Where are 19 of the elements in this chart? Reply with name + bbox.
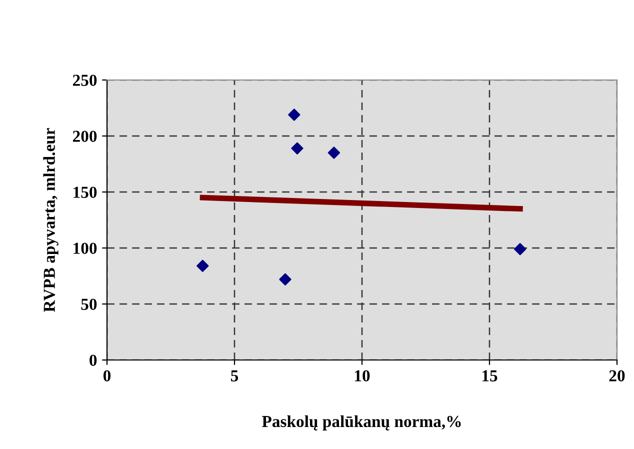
y-tick-label: 100	[74, 242, 97, 254]
x-tick-label: 15	[482, 370, 498, 382]
point	[514, 243, 526, 256]
point	[328, 146, 340, 159]
x-tick-label: 10	[355, 370, 370, 382]
x-tick-label: 5	[231, 370, 238, 382]
point	[291, 142, 304, 154]
x-axis-title: Paskolų palūkanų norma,%	[262, 415, 461, 431]
x-tick-label: 0	[103, 370, 111, 382]
point	[196, 260, 209, 272]
y-tick-label: 150	[74, 186, 97, 198]
y-tick-label: 250	[72, 74, 97, 86]
y-tick-label: 50	[81, 298, 97, 310]
point	[279, 273, 292, 286]
y-tick-label: 0	[90, 354, 97, 366]
point	[288, 108, 300, 121]
x-tick-label: 20	[609, 370, 625, 382]
y-tick-label: 200	[72, 130, 97, 142]
y-axis-title: RVPB apyvarta, mlrd.eur	[43, 128, 58, 312]
